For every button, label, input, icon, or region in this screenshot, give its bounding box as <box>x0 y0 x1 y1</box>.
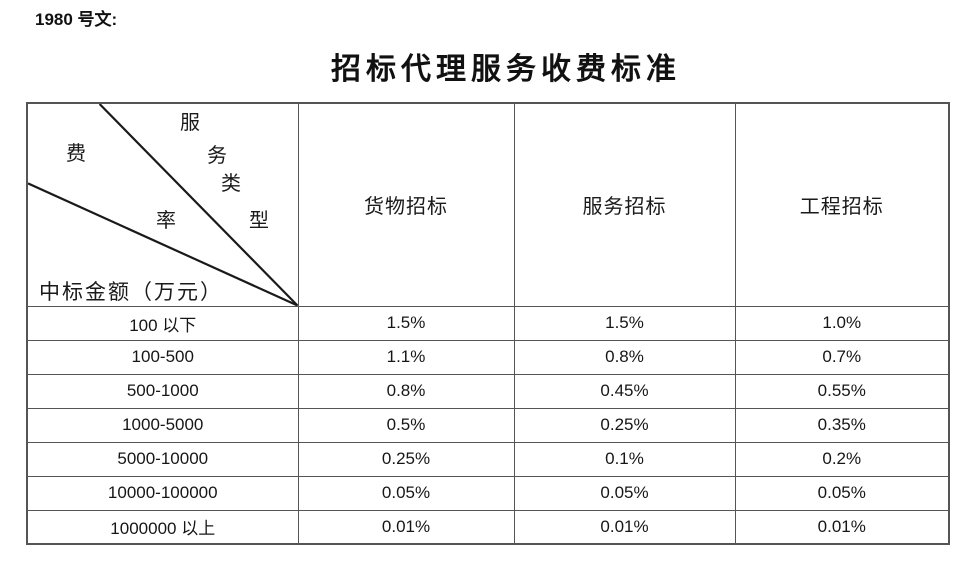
doc-ref: 1980 号文: <box>35 10 118 29</box>
table-row: 100-500 1.1% 0.8% 0.7% <box>26 339 950 375</box>
amount-range-cell: 1000000 以上 <box>26 509 299 545</box>
table-row: 100 以下 1.5% 1.5% 1.0% <box>26 305 950 341</box>
corner-cell: 服 务 类 型 费 率 中标金额（万元） <box>26 102 299 307</box>
column-header-works-bidding: 工程招标 <box>734 102 950 307</box>
rate-cell: 0.55% <box>734 373 950 409</box>
rate-cell: 0.01% <box>513 509 736 545</box>
corner-service-type-char: 务 <box>207 145 227 167</box>
amount-range-cell: 100 以下 <box>26 305 299 341</box>
table-header-row: 服 务 类 型 费 率 中标金额（万元） 货物招标 服务招标 工程招标 <box>26 102 950 307</box>
rate-cell: 0.8% <box>297 373 515 409</box>
rate-cell: 0.7% <box>734 339 950 375</box>
amount-range-cell: 1000-5000 <box>26 407 299 443</box>
rate-cell: 0.01% <box>734 509 950 545</box>
rate-cell: 1.0% <box>734 305 950 341</box>
rate-cell: 1.1% <box>297 339 515 375</box>
rate-cell: 0.1% <box>513 441 736 477</box>
rate-cell: 0.45% <box>513 373 736 409</box>
column-header-services-bidding: 服务招标 <box>513 102 736 307</box>
table-row: 10000-100000 0.05% 0.05% 0.05% <box>26 475 950 511</box>
page-title: 招标代理服务收费标准 <box>331 53 681 86</box>
column-header-goods-bidding: 货物招标 <box>297 102 515 307</box>
corner-service-type-char: 服 <box>180 112 200 134</box>
rate-cell: 0.35% <box>734 407 950 443</box>
corner-service-type-char: 类 <box>221 173 241 195</box>
corner-rate-char: 费 <box>66 143 86 165</box>
amount-range-cell: 5000-10000 <box>26 441 299 477</box>
amount-range-cell: 500-1000 <box>26 373 299 409</box>
rate-cell: 0.05% <box>297 475 515 511</box>
rate-cell: 0.25% <box>513 407 736 443</box>
rate-cell: 0.5% <box>297 407 515 443</box>
diagonal-divider-lines <box>28 104 297 305</box>
table-row: 1000000 以上 0.01% 0.01% 0.01% <box>26 509 950 545</box>
rate-cell: 1.5% <box>297 305 515 341</box>
rate-cell: 1.5% <box>513 305 736 341</box>
rate-cell: 0.25% <box>297 441 515 477</box>
rate-cell: 0.2% <box>734 441 950 477</box>
amount-range-cell: 100-500 <box>26 339 299 375</box>
corner-amount-label: 中标金额（万元） <box>39 280 223 304</box>
rate-cell: 0.05% <box>734 475 950 511</box>
corner-rate-char: 率 <box>156 210 176 232</box>
fee-table: 服 务 类 型 费 率 中标金额（万元） 货物招标 服务招标 工程招标 100 … <box>26 102 950 545</box>
corner-service-type-char: 型 <box>249 210 269 232</box>
rate-cell: 0.01% <box>297 509 515 545</box>
amount-range-cell: 10000-100000 <box>26 475 299 511</box>
table-row: 5000-10000 0.25% 0.1% 0.2% <box>26 441 950 477</box>
table-row: 1000-5000 0.5% 0.25% 0.35% <box>26 407 950 443</box>
table-row: 500-1000 0.8% 0.45% 0.55% <box>26 373 950 409</box>
rate-cell: 0.8% <box>513 339 736 375</box>
rate-cell: 0.05% <box>513 475 736 511</box>
